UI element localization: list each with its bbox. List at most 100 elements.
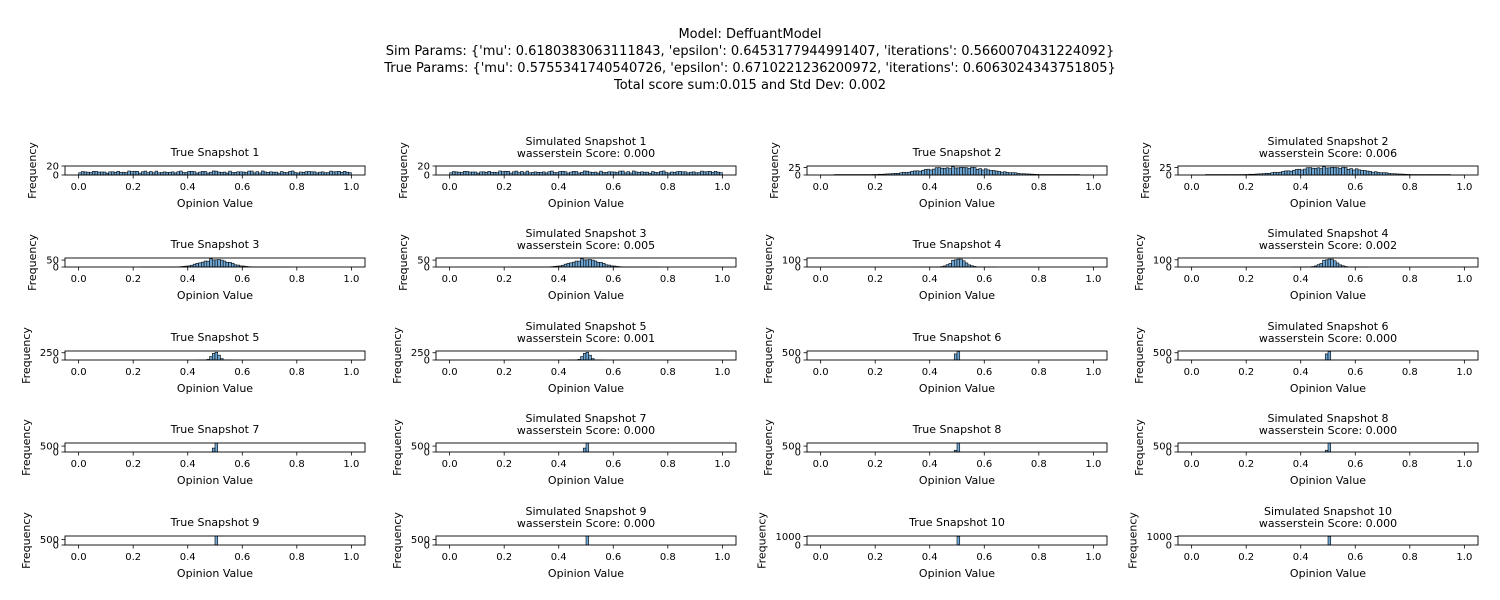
x-tick-label: 0.4	[922, 367, 938, 378]
x-tick-label: 0.2	[125, 459, 141, 470]
axes-frame	[64, 442, 366, 453]
x-tick-label: 0.0	[71, 459, 87, 470]
histogram-bar	[948, 263, 952, 268]
x-tick-label: 0.6	[234, 274, 250, 285]
x-tick-label: 0.6	[234, 552, 250, 563]
histogram-bar	[1303, 168, 1307, 176]
histogram-bar	[937, 167, 941, 176]
axes-frame	[806, 535, 1108, 546]
histogram-bar	[577, 260, 581, 268]
histogram-bar	[953, 259, 958, 268]
histogram-bar	[462, 171, 467, 176]
y-axis-label: Frequency	[1133, 327, 1146, 384]
histogram-bar	[1324, 353, 1329, 361]
histogram-bar	[561, 170, 565, 176]
axes-frame	[435, 165, 737, 176]
x-tick-label: 0.8	[1031, 274, 1047, 285]
subplot-title: True Snapshot 5	[170, 331, 260, 344]
histogram-bar	[247, 170, 251, 176]
y-tick-label: 50	[46, 256, 59, 267]
histogram-bar	[533, 171, 538, 176]
x-tick-label: 0.4	[551, 367, 567, 378]
x-tick-label: 0.2	[1238, 552, 1254, 563]
x-tick-label: 0.6	[605, 367, 621, 378]
x-tick-label: 0.6	[976, 274, 992, 285]
y-tick-label: 500	[40, 442, 59, 453]
x-tick-label: 0.4	[1293, 459, 1309, 470]
y-tick-label: 500	[411, 442, 430, 453]
histogram-bar	[141, 171, 145, 176]
axes-frame	[435, 257, 737, 268]
histogram-bar	[1327, 536, 1332, 546]
histogram-bar	[1281, 171, 1285, 176]
histogram-bar	[585, 351, 590, 361]
x-tick-label: 1.0	[1085, 182, 1101, 193]
histogram-bar	[222, 260, 227, 268]
histogram-bar	[634, 171, 639, 176]
y-tick-label: 100	[782, 255, 801, 266]
subplot-title: Simulated Snapshot 8	[1268, 412, 1389, 425]
x-tick-label: 0.0	[1184, 459, 1200, 470]
x-tick-label: 0.0	[442, 274, 458, 285]
histogram-bar	[288, 171, 292, 176]
histogram-bar	[670, 171, 674, 176]
x-axis-label: Opinion Value	[1290, 197, 1366, 210]
histogram-bar	[921, 169, 925, 176]
axes-frame	[1177, 350, 1479, 361]
histogram-bar	[593, 260, 598, 268]
histogram-bar	[1349, 168, 1353, 176]
histogram-bar	[640, 171, 644, 176]
y-tick-label: 0	[795, 448, 801, 459]
histogram-bar	[304, 171, 309, 176]
histogram-bar	[201, 171, 205, 176]
x-tick-label: 0.4	[551, 274, 567, 285]
x-tick-label: 1.0	[1456, 182, 1472, 193]
histogram-bar	[708, 171, 712, 176]
histogram-bar	[228, 170, 232, 176]
histogram-bar	[331, 171, 336, 176]
y-tick-label: 25	[1159, 163, 1172, 174]
histogram-bar	[334, 171, 339, 176]
x-tick-label: 0.8	[289, 367, 305, 378]
histogram-bar	[591, 259, 595, 268]
histogram-bar	[962, 260, 966, 268]
x-tick-label: 0.8	[1031, 367, 1047, 378]
histogram-bar	[214, 535, 219, 546]
histogram-bar	[228, 261, 232, 268]
histogram-bar	[201, 261, 205, 268]
histogram-bar	[108, 171, 112, 176]
histogram-bar	[588, 354, 592, 361]
histogram-bar	[923, 169, 928, 176]
histogram-bar	[610, 171, 614, 176]
histogram-bar	[585, 442, 590, 453]
x-tick-label: 0.2	[867, 274, 883, 285]
x-tick-label: 0.6	[976, 459, 992, 470]
y-axis-label: Frequency	[397, 234, 410, 291]
histogram-bar	[487, 170, 491, 176]
histogram-bar	[220, 259, 224, 268]
y-axis-label: Frequency	[397, 142, 410, 199]
x-tick-label: 0.4	[922, 274, 938, 285]
y-tick-label: 500	[411, 535, 430, 546]
histogram-bar	[130, 171, 134, 176]
histogram-bar	[525, 170, 530, 176]
histogram-bar	[1333, 260, 1337, 268]
histogram-bar	[81, 171, 85, 176]
x-axis-label: Opinion Value	[548, 197, 624, 210]
histogram-bar	[514, 170, 519, 176]
x-tick-label: 1.0	[714, 459, 730, 470]
histogram-bar	[1327, 442, 1332, 453]
x-tick-label: 0.0	[1184, 367, 1200, 378]
histogram-bar	[956, 442, 961, 453]
x-tick-label: 0.8	[289, 552, 305, 563]
subplot-title: Simulated Snapshot 10	[1264, 505, 1392, 518]
x-tick-label: 0.2	[125, 274, 141, 285]
histogram-bar	[929, 169, 933, 176]
x-tick-label: 0.6	[234, 459, 250, 470]
x-axis-label: Opinion Value	[548, 289, 624, 302]
x-axis-label: Opinion Value	[177, 289, 253, 302]
histogram-bar	[574, 260, 579, 268]
histogram-bar	[171, 171, 175, 176]
